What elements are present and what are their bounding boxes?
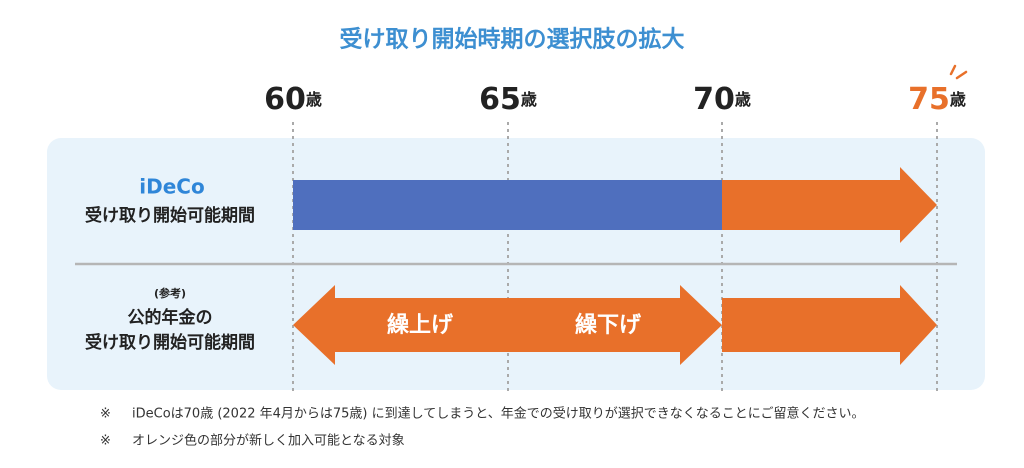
age-number: 75 [908,82,950,117]
row-label: 受け取り開始可能期間 [85,332,255,353]
row-label: 公的年金の [128,307,213,328]
ideco-extension-arrow [722,167,937,243]
pension-range-arrow [293,285,722,365]
age-unit: 歳 [521,90,537,109]
pension-extension-arrow [722,285,937,365]
age-number: 65 [479,82,521,117]
age-number: 70 [693,82,735,117]
arrow-label: 繰上げ [387,312,454,338]
age-label: 60歳 [264,82,322,117]
age-unit: 歳 [306,90,322,109]
age-label: 75歳 [908,82,966,117]
note-mark: ※ [100,434,111,449]
age-number: 60 [264,82,306,117]
note-text: オレンジ色の部分が新しく加入可能となる対象 [132,433,405,449]
age-label: 65歳 [479,82,537,117]
age-label: 70歳 [693,82,751,117]
age-unit: 歳 [950,90,966,109]
arrow-label: 繰下げ [575,312,642,338]
note-text: iDeCoは70歳 (2022 年4月からは75歳) に到達してしまうと、年金で… [132,406,864,422]
ideco-logo: iDeCo [139,175,204,199]
note-mark: ※ [100,407,111,422]
ideco-bar [293,180,722,230]
age-unit: 歳 [735,90,751,109]
row-note: (参考) [154,286,186,300]
accent [949,64,968,80]
title: 受け取り開始時期の選択肢の拡大 [340,26,685,53]
row-label: 受け取り開始可能期間 [85,205,255,226]
